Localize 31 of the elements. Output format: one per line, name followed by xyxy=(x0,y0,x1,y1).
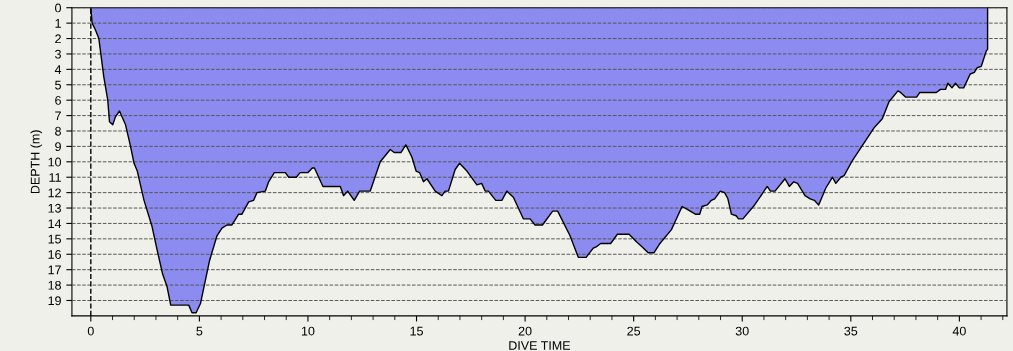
x-tick-label: 35 xyxy=(844,326,858,336)
y-tick-label: 4 xyxy=(54,65,62,74)
x-tick-label: 5 xyxy=(196,326,203,336)
x-tick-label: 10 xyxy=(301,326,315,336)
x-tick-label: 0 xyxy=(87,326,94,336)
y-tick-label: 19 xyxy=(48,296,61,306)
y-axis-title: DEPTH (m) xyxy=(30,130,43,194)
x-tick-label: 15 xyxy=(410,326,423,336)
y-tick-label: 9 xyxy=(55,142,61,152)
y-tick-label: 14 xyxy=(48,219,62,228)
y-tick-label: 6 xyxy=(55,95,61,105)
y-tick-label: 1 xyxy=(55,19,61,28)
x-tick-label: 20 xyxy=(518,326,532,336)
y-tick-label: 15 xyxy=(48,234,61,244)
y-tick-label: 12 xyxy=(48,188,61,198)
y-tick-label: 3 xyxy=(55,49,61,59)
y-tick-label: 13 xyxy=(48,203,61,213)
y-tick-label: 11 xyxy=(49,173,61,182)
x-tick-label: 40 xyxy=(952,326,966,336)
y-tick-label: 0 xyxy=(55,3,62,13)
x-tick-label: 25 xyxy=(627,326,641,336)
x-tick-label: 30 xyxy=(735,326,749,336)
x-axis-title: DIVE TIME xyxy=(509,341,571,350)
y-tick-label: 5 xyxy=(55,80,61,90)
y-tick-label: 17 xyxy=(48,265,61,275)
y-tick-label: 18 xyxy=(48,280,61,290)
y-tick-label: 16 xyxy=(48,250,61,259)
y-tick-label: 10 xyxy=(48,157,62,167)
y-tick-label: 2 xyxy=(55,34,61,44)
y-tick-label: 7 xyxy=(55,111,61,121)
y-tick-label: 8 xyxy=(55,126,61,136)
